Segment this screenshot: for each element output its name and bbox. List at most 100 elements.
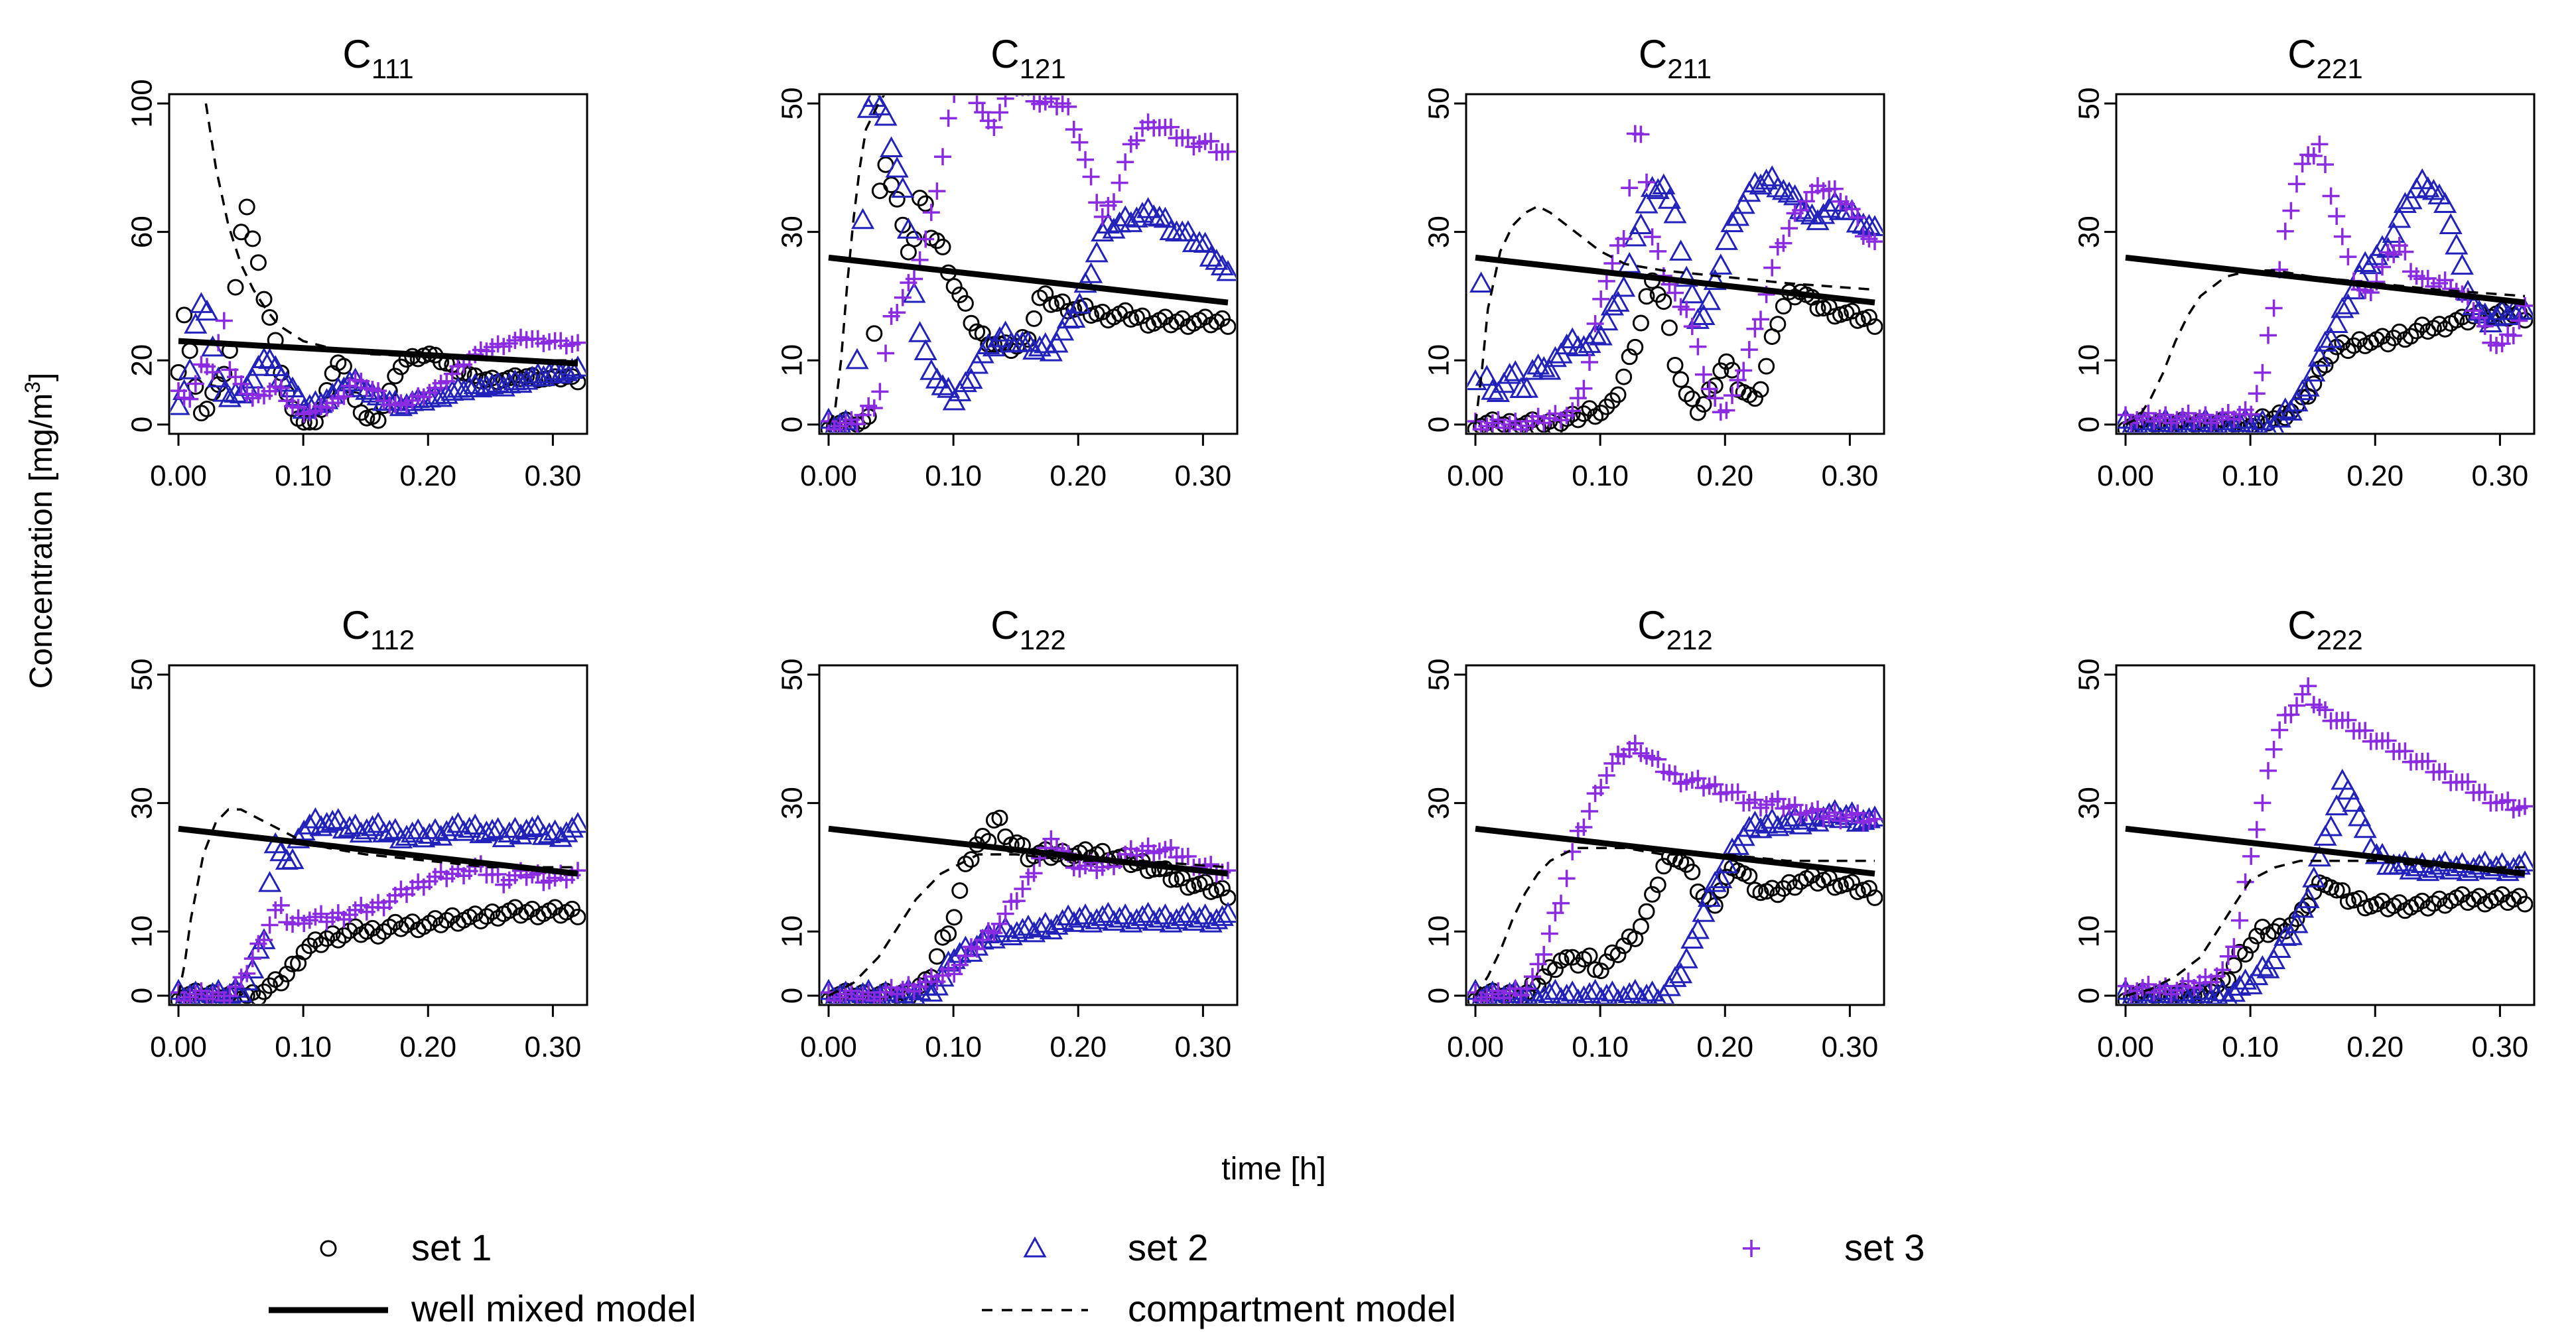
data-point — [375, 923, 393, 940]
data-point — [1609, 988, 1627, 1004]
data-point — [1866, 889, 1883, 906]
x-tick-label: 0.00 — [150, 460, 207, 492]
data-point — [1737, 815, 1761, 837]
compartment-model-line — [827, 96, 886, 425]
y-tick-label: 20 — [126, 344, 159, 377]
well-mixed-model-line — [1475, 825, 1875, 877]
data-point — [352, 404, 370, 421]
data-point — [526, 362, 550, 384]
data-point — [489, 866, 507, 884]
data-point — [2328, 208, 2346, 226]
data-point — [1781, 874, 1798, 891]
data-point — [1775, 298, 1792, 315]
y-tick-label: 10 — [1423, 915, 1456, 948]
data-point — [1709, 253, 1733, 275]
data-point — [295, 943, 312, 961]
data-point — [1028, 335, 1051, 357]
data-point — [1543, 346, 1567, 367]
data-point — [2260, 762, 2277, 779]
data-point — [1632, 125, 1650, 143]
data-point — [2348, 805, 2372, 827]
data-point — [1606, 291, 1630, 312]
data-point — [1130, 202, 1154, 223]
y-tick-label: 10 — [776, 344, 809, 377]
data-point — [2248, 385, 2266, 403]
compartment-model-line — [1474, 204, 1875, 425]
data-point — [472, 913, 490, 930]
data-point — [1176, 220, 1200, 241]
data-point — [1755, 812, 1779, 834]
data-point — [2250, 955, 2274, 976]
data-point — [2433, 192, 2457, 213]
data-point — [1826, 180, 1844, 198]
data-point — [243, 950, 261, 968]
data-point — [438, 911, 455, 929]
data-point — [335, 387, 353, 405]
data-point — [452, 820, 476, 841]
data-point — [1540, 925, 1558, 943]
panel-title-sub: 211 — [1667, 53, 1712, 84]
legend-set3-symbol — [1743, 1240, 1760, 1257]
data-point — [2504, 327, 2522, 345]
data-point — [1102, 218, 1126, 239]
data-point — [2264, 414, 2284, 433]
data-point — [320, 809, 344, 831]
panel-title-base: C — [1639, 32, 1667, 76]
data-point — [458, 817, 482, 838]
data-point — [917, 195, 934, 212]
data-point — [1644, 886, 1661, 903]
data-point — [1025, 864, 1043, 882]
data-point — [306, 931, 324, 949]
data-point — [1649, 876, 1666, 894]
x-tick-label: 0.00 — [1447, 460, 1504, 492]
data-point — [951, 287, 969, 304]
data-point — [1615, 368, 1633, 385]
data-point — [880, 136, 904, 158]
y-tick-label: 100 — [126, 79, 159, 127]
x-tick-label: 0.20 — [2346, 460, 2404, 492]
data-point — [1159, 219, 1183, 241]
data-point — [1130, 905, 1154, 926]
series-set3 — [821, 96, 1236, 433]
y-tick-label: 30 — [126, 787, 159, 819]
well-mixed-model-line — [2125, 254, 2526, 306]
data-point — [1142, 909, 1166, 931]
x-tick-label: 0.20 — [1696, 460, 1753, 492]
well-mixed-model-line — [2125, 825, 2526, 877]
data-point — [1564, 402, 1582, 420]
x-tick-label: 0.10 — [2222, 1031, 2279, 1063]
data-point — [2439, 858, 2463, 880]
data-point — [1529, 988, 1547, 1004]
data-point — [1592, 963, 1609, 980]
data-point — [1216, 260, 1236, 281]
data-point — [2319, 815, 2343, 836]
data-point — [1638, 903, 1655, 920]
data-point — [1062, 306, 1086, 328]
data-point — [1592, 779, 1610, 797]
data-point — [569, 334, 586, 352]
plot-frame — [1465, 664, 1885, 1006]
data-point — [1595, 983, 1618, 1004]
data-point — [1159, 911, 1183, 933]
data-point — [370, 927, 387, 945]
data-point — [2339, 893, 2356, 910]
data-point — [537, 362, 561, 383]
data-point — [1538, 982, 1562, 1004]
data-point — [1860, 880, 1877, 897]
data-point — [1777, 181, 1801, 203]
y-tick-label: 0 — [126, 988, 159, 1004]
data-point — [922, 204, 940, 222]
data-point — [953, 371, 977, 393]
data-point — [2254, 794, 2271, 812]
data-point — [560, 817, 584, 838]
data-point — [1712, 362, 1729, 379]
data-point — [1844, 302, 1861, 320]
y-tick-label: 10 — [2073, 344, 2106, 377]
data-point — [1812, 202, 1836, 224]
data-point — [2242, 937, 2260, 954]
data-point — [2299, 677, 2317, 695]
data-point — [170, 364, 187, 381]
data-point — [515, 368, 539, 390]
data-point — [1162, 118, 1180, 136]
data-point — [2439, 213, 2463, 235]
